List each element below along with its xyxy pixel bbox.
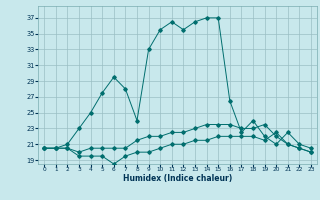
X-axis label: Humidex (Indice chaleur): Humidex (Indice chaleur) bbox=[123, 174, 232, 183]
